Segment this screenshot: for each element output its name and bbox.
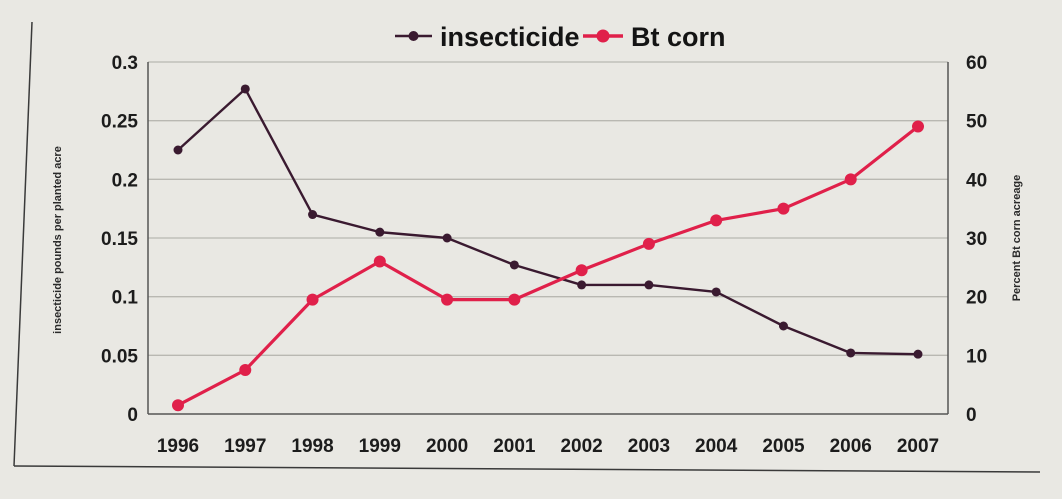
- series-line: [177, 87, 919, 356]
- data-point: [373, 255, 386, 268]
- y2-tick-label: 40: [966, 170, 987, 191]
- data-point: [846, 348, 856, 358]
- x-tick-label: 2000: [426, 436, 468, 457]
- frame-bottom-border: [13, 465, 1041, 473]
- gridlines: [148, 61, 948, 356]
- data-point: [913, 349, 923, 359]
- y2-tick-label: 50: [966, 112, 987, 133]
- series-bt-corn: [172, 120, 924, 412]
- legend-label: Bt corn: [631, 22, 726, 52]
- data-point: [642, 237, 655, 250]
- x-tick-label: 2005: [762, 436, 805, 457]
- data-point: [577, 280, 587, 290]
- x-tick-label: 2006: [830, 436, 872, 457]
- data-point: [308, 210, 318, 220]
- legend-item: insecticide: [395, 22, 580, 52]
- x-tick-label: 2004: [695, 436, 738, 457]
- y-tick-label: 0.1: [112, 288, 139, 309]
- data-point: [575, 264, 588, 277]
- data-point: [441, 293, 454, 306]
- y2-tick-label: 0: [966, 405, 977, 426]
- data-point: [306, 293, 319, 306]
- x-tick-label: 1998: [291, 436, 333, 457]
- x-tick-label: 2001: [493, 436, 536, 457]
- y-tick-label: 0.05: [101, 346, 138, 367]
- data-point: [239, 364, 252, 376]
- series-line: [177, 125, 919, 407]
- y2-tick-label: 20: [966, 288, 987, 309]
- y-tick-label: 0.15: [101, 229, 138, 250]
- legend: insecticide Bt corn: [395, 22, 726, 52]
- x-tick-label: 1997: [224, 436, 266, 457]
- data-point: [778, 321, 788, 331]
- data-point: [442, 233, 452, 243]
- data-point: [173, 145, 183, 155]
- y-tick-label: 0.3: [112, 53, 138, 74]
- series-insecticide: [173, 84, 923, 359]
- data-point: [375, 227, 385, 237]
- y-tick-label: 0.25: [101, 112, 138, 133]
- data-point: [240, 84, 250, 94]
- y2-tick-label: 10: [966, 346, 987, 367]
- data-point: [644, 280, 654, 290]
- y-axis-title: insecticide pounds per planted acre: [52, 146, 64, 334]
- y-tick-label: 0: [127, 405, 138, 426]
- data-point: [710, 214, 723, 227]
- frame-left-border: [13, 21, 33, 467]
- y2-axis-title: Percent Bt corn acreage: [1011, 175, 1023, 302]
- x-tick-label: 2007: [897, 436, 939, 457]
- legend-marker: [408, 31, 419, 41]
- data-point: [508, 293, 521, 306]
- legend-item: Bt corn: [583, 22, 726, 52]
- y2-tick-label: 30: [966, 229, 987, 250]
- x-tick-label: 2002: [560, 436, 602, 457]
- series-layer: [172, 84, 924, 412]
- x-tick-label: 1999: [359, 436, 401, 457]
- data-point: [912, 120, 924, 133]
- chart-frame: [13, 21, 1041, 473]
- data-point: [844, 173, 857, 186]
- data-point: [509, 260, 519, 270]
- data-point: [172, 399, 184, 412]
- y-tick-label: 0.2: [112, 170, 138, 191]
- y2-tick-label: 60: [966, 53, 987, 74]
- data-point: [777, 202, 790, 215]
- x-tick-label: 1996: [157, 436, 199, 457]
- x-tick-label: 2003: [628, 436, 670, 457]
- data-point: [711, 287, 721, 297]
- axes: 0 0.05 0.1 0.15 0.2 0.25 0.3 0 10 20 30 40 50 60 1996 1…: [101, 53, 987, 457]
- legend-marker: [596, 29, 610, 43]
- legend-label: insecticide: [440, 22, 580, 52]
